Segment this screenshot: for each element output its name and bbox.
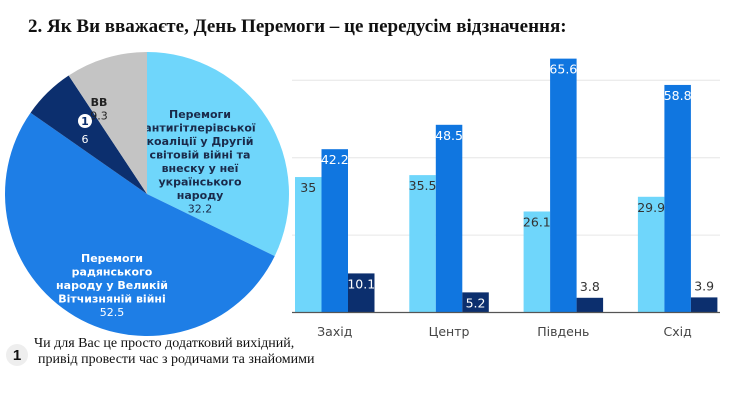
slice-label: народу (177, 189, 224, 202)
bar-data-label: 5.2 (466, 295, 486, 310)
footnote-text: Чи для Вас це просто додатковий вихідний… (34, 336, 315, 368)
slice-label: світовій війні та (150, 149, 251, 162)
bar (462, 292, 489, 313)
pie-slice (30, 75, 147, 194)
slice-value: 6 (82, 133, 89, 146)
bar-chart: 35 42.2 10.1 Захід 35.5 48.5 5.2 Центр 26.1 65.6 3… (292, 58, 720, 339)
slice-label: внеску у неї (162, 162, 239, 175)
footnote-line: Чи для Вас це просто додатковий вихідний… (34, 336, 295, 351)
bar (576, 297, 604, 313)
bar-data-label: 26.1 (523, 214, 551, 229)
x-tick-label: Захід (317, 324, 352, 339)
x-tick-label: Схід (664, 324, 692, 339)
bar (550, 58, 577, 313)
slice-label: радянського (72, 266, 153, 279)
bar-data-label: 65.6 (549, 62, 577, 77)
slice-label: народу у Великій (56, 279, 168, 292)
slice-label: ВВ (91, 96, 108, 109)
x-tick-label: Південь (537, 324, 589, 339)
slice-label: українського (158, 176, 242, 189)
slice-badge-label: 1 (81, 115, 89, 128)
slice-label: Вітчизняній війні (58, 293, 166, 306)
bar (409, 175, 436, 313)
bar-data-label: 35 (300, 180, 316, 195)
bar-data-label: 10.1 (347, 276, 375, 291)
bar (348, 273, 375, 313)
footnote-line: привід провести час з родичами та знайом… (38, 352, 315, 367)
footnote-badge: 1 (6, 344, 28, 366)
bar (435, 124, 463, 313)
page-title: 2. Як Ви вважаєте, День Перемоги – це пе… (28, 16, 567, 37)
slice-value: 52.5 (100, 306, 125, 319)
bar-data-label: 48.5 (435, 128, 463, 143)
bar-data-label: 58.8 (664, 88, 692, 103)
bar-data-label: 3.9 (694, 278, 714, 293)
slice-value: 9.3 (90, 110, 108, 123)
pie-slice (68, 52, 147, 194)
bar-data-label: 29.9 (637, 200, 665, 215)
bar (523, 211, 551, 313)
bar-data-label: 3.8 (580, 279, 600, 294)
bar (664, 84, 691, 313)
pie-slice (147, 52, 289, 257)
bar-data-label: 42.2 (321, 152, 349, 167)
pie-slice (4, 112, 275, 337)
x-tick-label: Центр (429, 324, 470, 339)
bar (321, 149, 348, 313)
slice-label: Перемоги (169, 108, 231, 121)
bar-data-label: 35.5 (409, 178, 437, 193)
bar (690, 297, 718, 313)
slice-label: антигітлерівської (144, 122, 256, 135)
slice-value: 32.2 (188, 203, 213, 216)
slice-label: Перемоги (81, 252, 143, 265)
footnote: 1 Чи для Вас це просто додатковий вихідн… (6, 336, 315, 368)
bar (295, 177, 322, 313)
bar (637, 196, 665, 313)
slice-badge (78, 114, 92, 128)
slice-label: коаліції у Другій (147, 135, 254, 148)
